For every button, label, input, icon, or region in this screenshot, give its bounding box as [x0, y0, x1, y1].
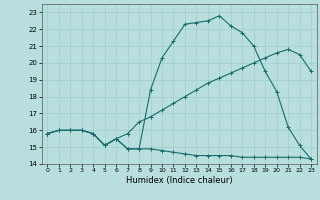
- X-axis label: Humidex (Indice chaleur): Humidex (Indice chaleur): [126, 176, 233, 185]
